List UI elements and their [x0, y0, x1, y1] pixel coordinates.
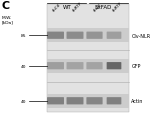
Text: Clv-NLRP1: Clv-NLRP1 [131, 33, 150, 38]
FancyBboxPatch shape [86, 32, 103, 39]
Bar [46, 5, 129, 112]
FancyBboxPatch shape [67, 62, 83, 70]
FancyBboxPatch shape [107, 62, 121, 70]
FancyBboxPatch shape [86, 62, 103, 70]
Text: GFP: GFP [131, 64, 141, 69]
FancyBboxPatch shape [47, 62, 64, 70]
FancyBboxPatch shape [67, 32, 83, 39]
Text: 40: 40 [21, 64, 26, 68]
Text: M.W.
[kDa]: M.W. [kDa] [2, 16, 13, 25]
Text: 5xFAD: 5xFAD [94, 5, 111, 10]
FancyBboxPatch shape [47, 32, 64, 39]
Text: 85: 85 [21, 34, 26, 38]
Text: WT: WT [62, 5, 71, 10]
Text: shCtl: shCtl [92, 3, 102, 13]
Text: shRTP: shRTP [112, 2, 123, 13]
Text: shRTP: shRTP [71, 2, 83, 13]
Text: C: C [2, 1, 10, 10]
FancyBboxPatch shape [107, 97, 121, 104]
FancyBboxPatch shape [47, 97, 64, 104]
Text: Actin: Actin [131, 98, 144, 103]
FancyBboxPatch shape [107, 32, 121, 39]
Text: shCtl: shCtl [52, 3, 62, 13]
Text: 40: 40 [21, 99, 26, 103]
Bar [46, 59, 129, 73]
FancyBboxPatch shape [86, 97, 103, 104]
Bar [46, 29, 129, 43]
FancyBboxPatch shape [67, 97, 83, 104]
Bar [46, 94, 129, 108]
